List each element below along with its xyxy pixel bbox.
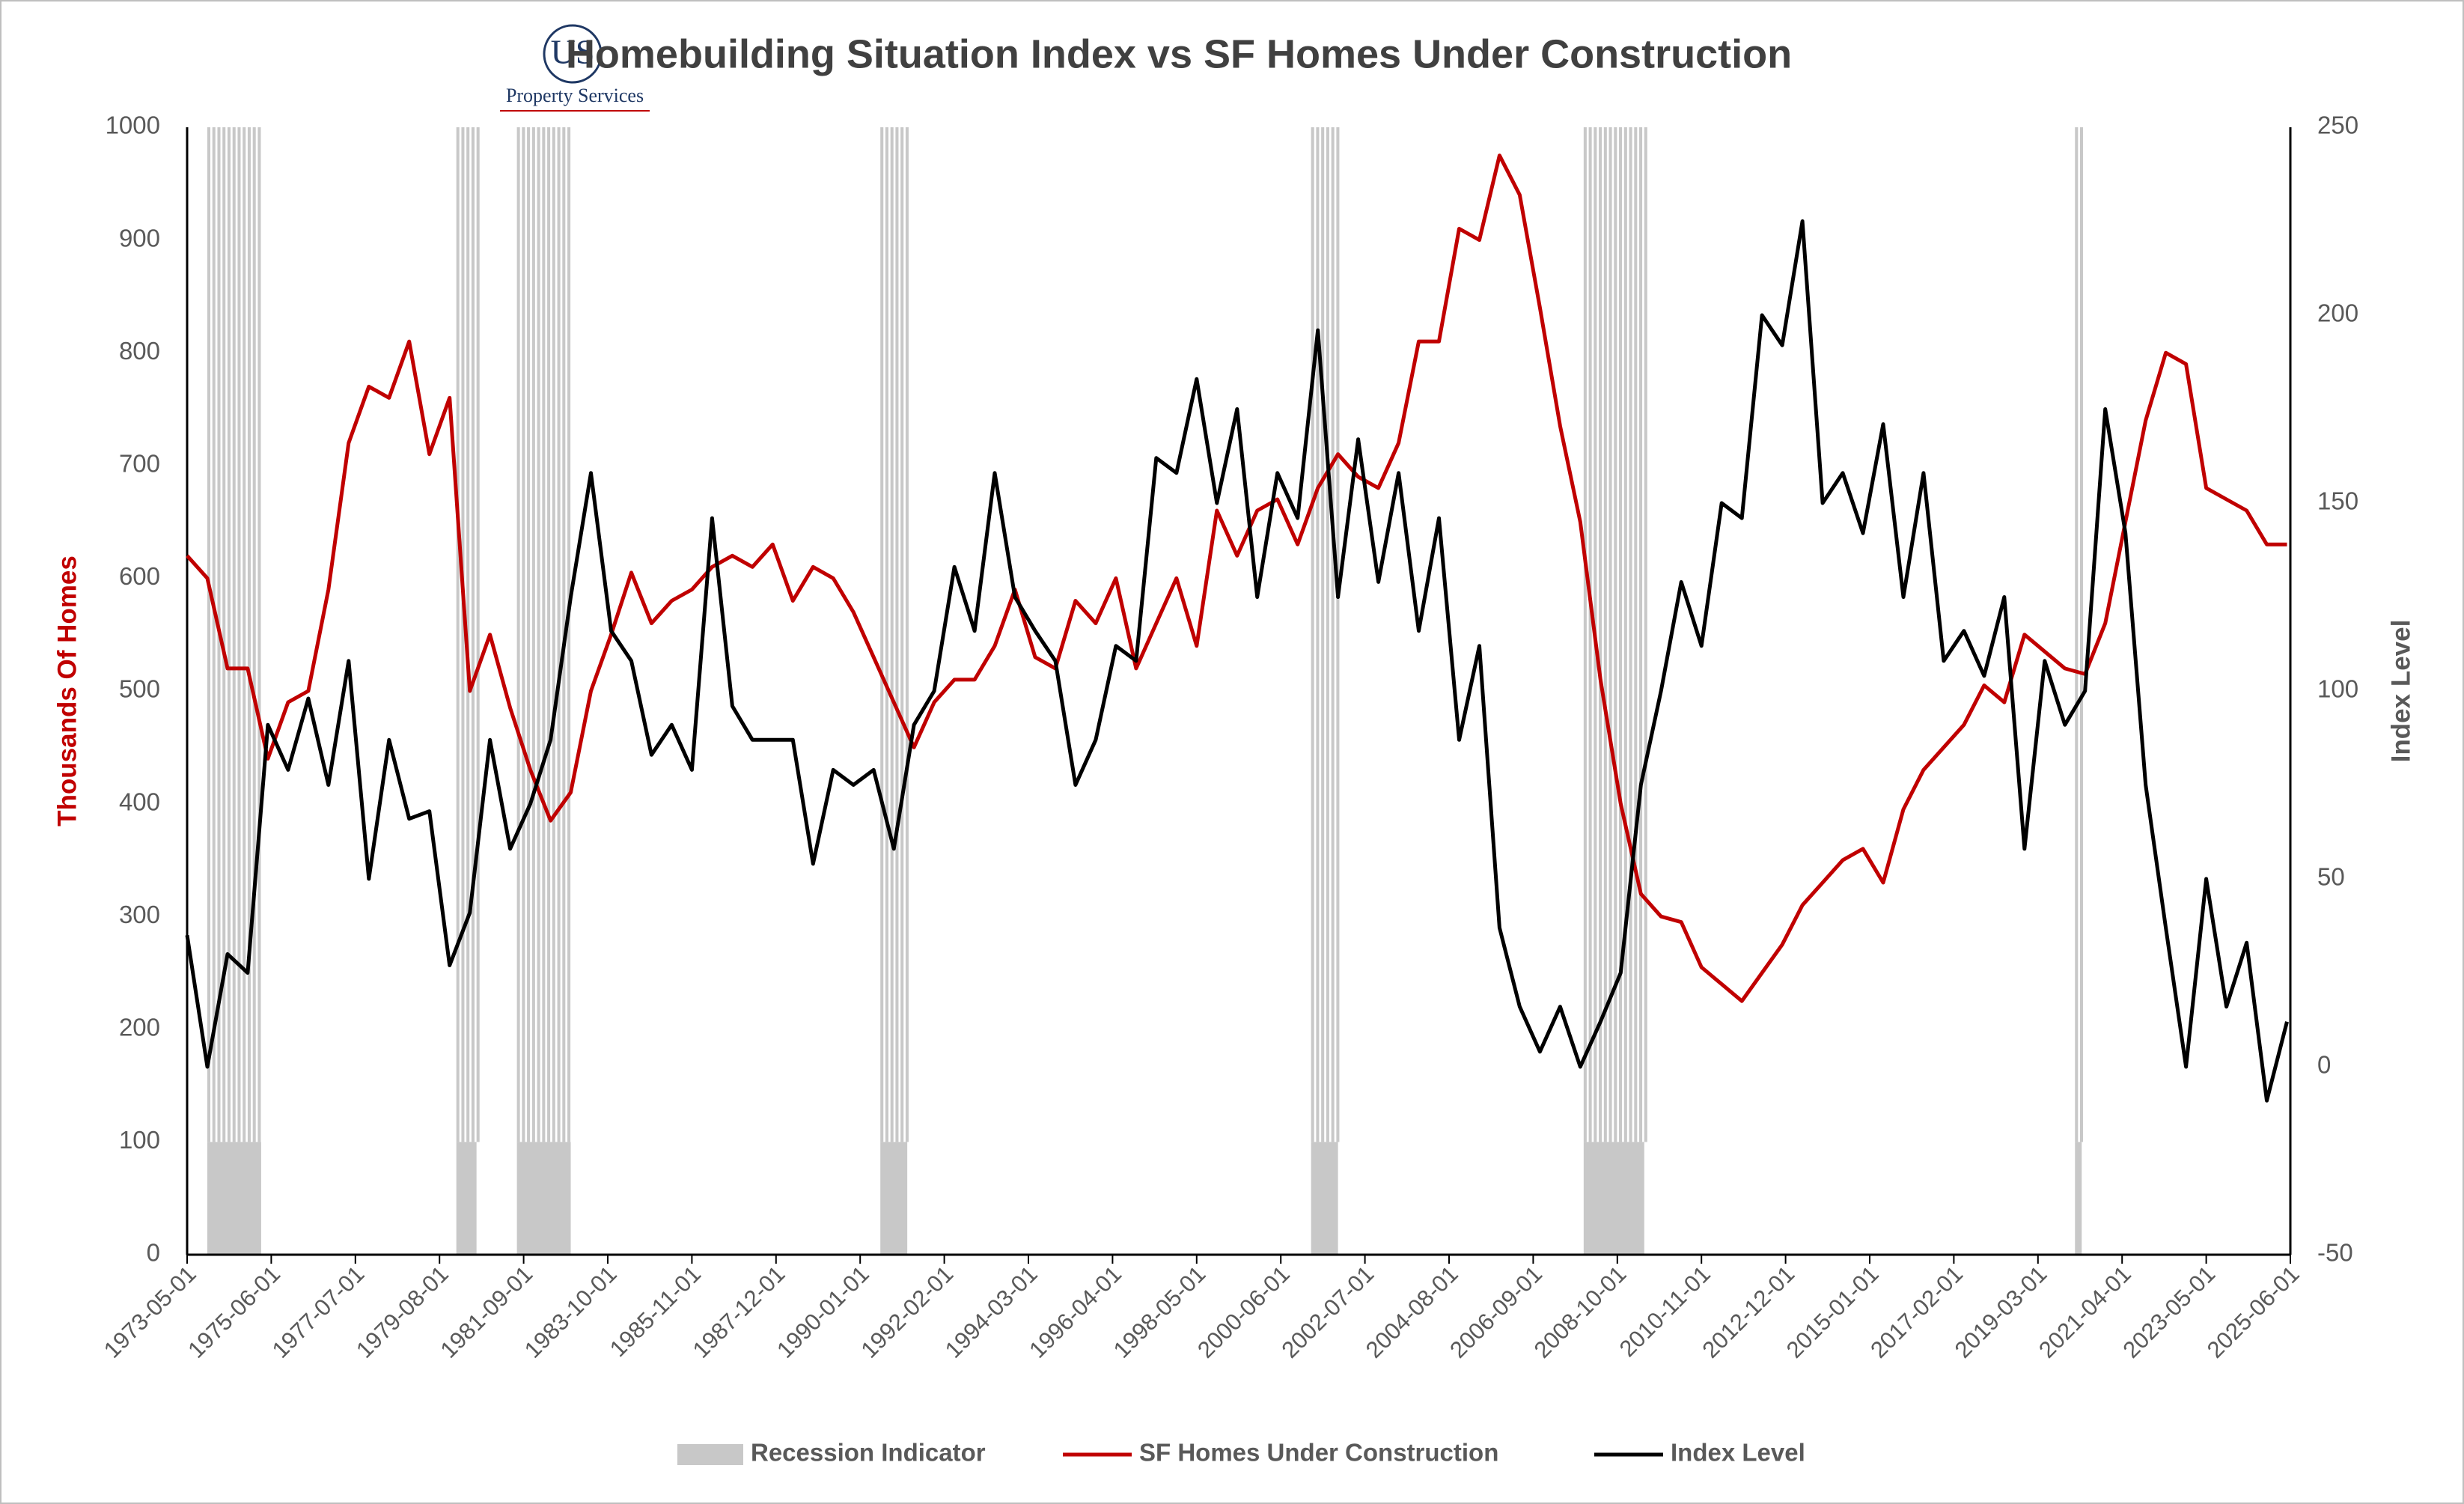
y2-tick-label: -50 [2317,1239,2353,1267]
recession-stripe [1336,127,1340,1142]
recession-stripe [1619,127,1623,1142]
recession-stripe [905,127,909,1142]
legend-label: Recession Indicator [751,1439,986,1467]
series-line [185,219,2289,1103]
recession-stripe [2080,127,2084,1142]
recession-bar [516,1142,571,1255]
recession-stripe [257,127,261,1142]
recession-stripe [900,127,904,1142]
recession-stripe [1603,127,1607,1142]
recession-stripe [547,127,551,1142]
recession-stripe [1583,127,1587,1142]
recession-stripe [531,127,535,1142]
recession-bar [2075,1142,2082,1255]
recession-stripe [542,127,546,1142]
y-tick-label: 800 [119,337,160,365]
recession-stripe [1623,127,1627,1142]
recession-stripe [890,127,894,1142]
recession-stripe [222,127,226,1142]
recession-bar [880,1142,908,1255]
recession-stripe [1644,127,1647,1142]
recession-stripe [243,127,246,1142]
recession-bar [1311,1142,1338,1255]
recession-bar [207,1142,261,1255]
y-tick-label: 1000 [106,112,160,139]
recession-stripe [1326,127,1329,1142]
y-tick-label: 300 [119,901,160,928]
recession-stripe [1599,127,1602,1142]
legend-label: Index Level [1671,1439,1805,1467]
recession-stripe [1614,127,1617,1142]
recession-stripe [557,127,561,1142]
y2-tick-label: 200 [2317,299,2358,327]
y-tick-label: 900 [119,224,160,252]
y-tick-label: 700 [119,450,160,478]
y-tick-label: 0 [147,1239,160,1267]
recession-stripe [212,127,216,1142]
y-tick-label: 400 [119,788,160,815]
y2-tick-label: 0 [2317,1051,2331,1079]
recession-bar [456,1142,477,1255]
recession-stripe [1639,127,1643,1142]
y-tick-label: 600 [119,562,160,590]
recession-stripe [1608,127,1612,1142]
recession-stripe [252,127,256,1142]
recession-stripe [1629,127,1632,1142]
recession-stripe [247,127,251,1142]
recession-stripe [1634,127,1638,1142]
recession-stripe [2075,127,2079,1142]
logo-circle [543,24,603,84]
recession-stripe [207,127,211,1142]
recession-stripe [567,127,571,1142]
y-tick-label: 200 [119,1014,160,1041]
recession-stripe [1311,127,1314,1142]
recession-stripe [456,127,460,1142]
y-axis-title: Thousands Of Homes [52,555,82,826]
recession-stripe [1316,127,1320,1142]
recession-stripe [522,127,525,1142]
y2-axis-title: Index Level [2386,620,2415,763]
recession-stripe [1331,127,1335,1142]
recession-bar [1583,1142,1644,1255]
y-tick-label: 100 [119,1126,160,1154]
recession-stripe [461,127,465,1142]
y2-tick-label: 50 [2317,863,2345,891]
y2-tick-label: 150 [2317,487,2358,515]
recession-stripe [232,127,236,1142]
recession-stripe [237,127,241,1142]
recession-stripe [516,127,520,1142]
recession-stripe [1321,127,1325,1142]
y2-tick-label: 100 [2317,675,2358,703]
recession-stripe [537,127,540,1142]
recession-stripe [1588,127,1592,1142]
logo-mark: US [551,33,595,71]
y-tick-label: 500 [119,675,160,703]
legend-swatch [677,1444,743,1465]
recession-stripe [552,127,555,1142]
recession-stripe [527,127,531,1142]
recession-stripe [895,127,899,1142]
recession-stripe [471,127,475,1142]
legend-label: SF Homes Under Construction [1139,1439,1498,1467]
y2-tick-label: 250 [2317,112,2358,139]
recession-stripe [880,127,884,1142]
logo-name: Property Services [506,85,644,106]
recession-stripe [885,127,888,1142]
recession-stripe [227,127,231,1142]
chart-title: Homebuilding Situation Index vs SF Homes… [566,31,1792,76]
recession-stripe [466,127,470,1142]
recession-stripe [476,127,480,1142]
